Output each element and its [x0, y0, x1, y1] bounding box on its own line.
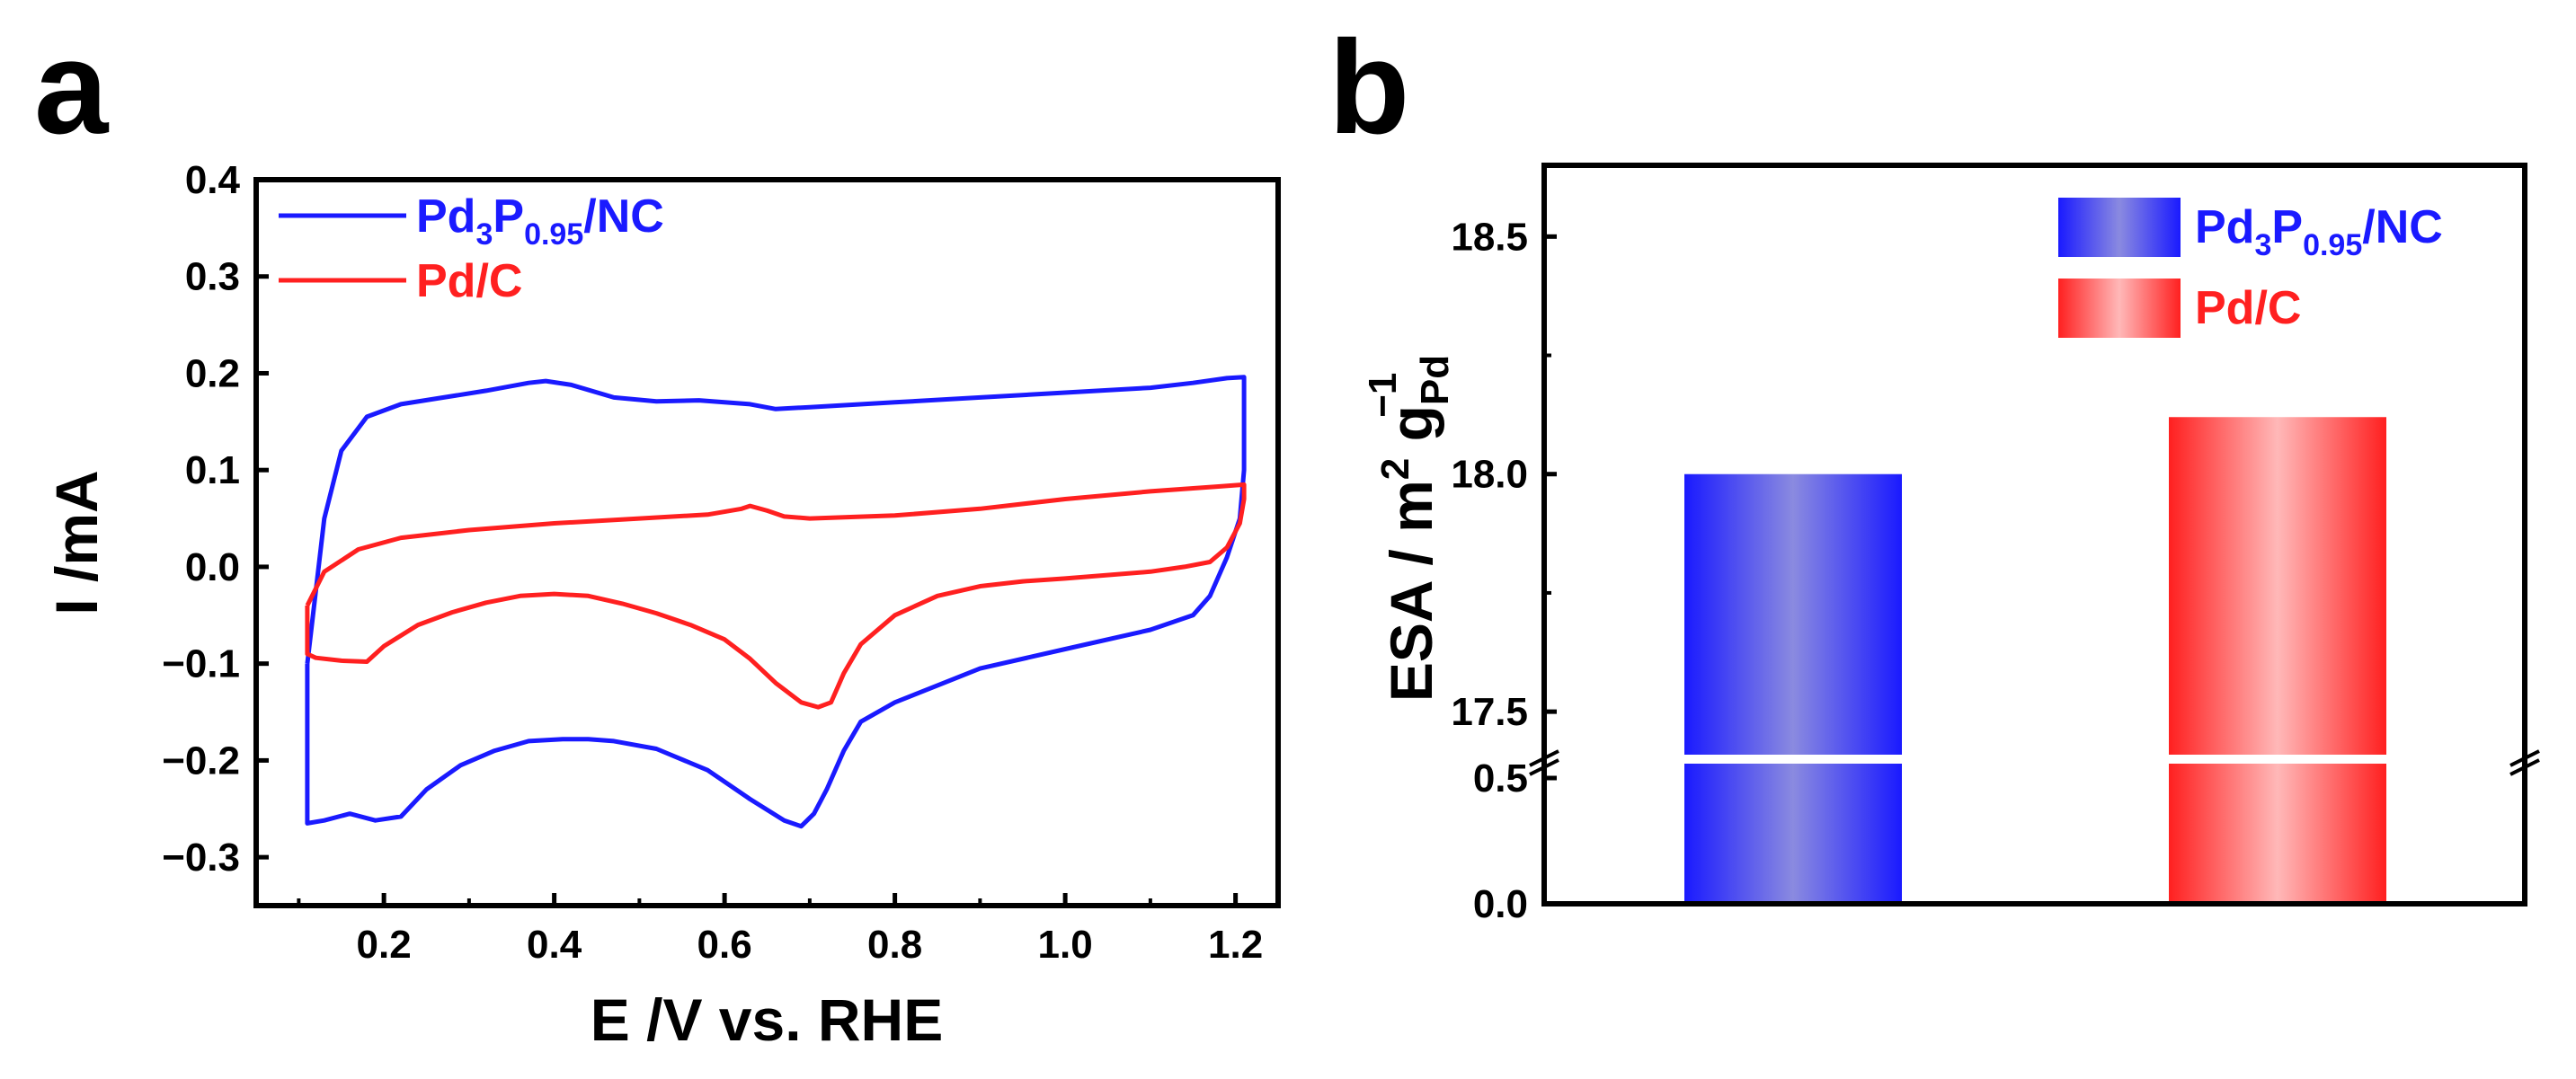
legend-p: P [2271, 201, 2303, 253]
esa-plot-frame [1541, 163, 2527, 907]
legend-sub-095: 0.95 [524, 217, 583, 252]
ylabel-g: g [1378, 405, 1444, 458]
ylabel-sub-pd: Pd [1413, 355, 1457, 405]
esa-bar-chart: 0.00.517.518.018.5 ESA / m2 gPd−1 Pd3P0.… [1361, 163, 2540, 926]
cv-legend: Pd3P0.95/NC Pd/C [279, 190, 664, 307]
legend-label-pd-c-b: Pd/C [2195, 282, 2301, 334]
legend-label-pd3p-nc: Pd3P0.95/NC [416, 190, 664, 252]
x-tick-label: 0.8 [867, 923, 922, 967]
x-tick-label: 0.6 [697, 923, 752, 967]
y-tick-label: 0.2 [185, 351, 240, 395]
y-tick-label: 0.3 [185, 255, 240, 299]
x-tick-label: 1.2 [1208, 923, 1263, 967]
esa-y-axis: 0.0 0.5 17.5 18.0 18.5 [1451, 215, 1557, 926]
legend-label-pd3p-nc-b: Pd3P0.95/NC [2195, 201, 2443, 262]
break-mark [2509, 749, 2540, 767]
legend-label-pd-c: Pd/C [416, 255, 522, 307]
y-tick-label: 0.5 [1473, 756, 1528, 800]
break-mark [1529, 758, 1559, 776]
cv-x-axis: 0.2 0.4 0.6 0.8 1.0 1.2 [297, 893, 1263, 967]
legend-pd: Pd [2195, 201, 2254, 253]
y-tick-label: 0.0 [185, 545, 240, 589]
y-tick-label: 0.0 [1473, 882, 1528, 926]
bar-break-gap [1683, 755, 1904, 764]
panel-label-a: a [34, 13, 110, 162]
break-mark [1529, 749, 1559, 767]
bar-break-gap [2167, 755, 2388, 764]
legend-nc: /NC [583, 190, 664, 243]
legend-sub-095: 0.95 [2303, 228, 2362, 262]
cv-chart: 0.4 0.3 0.2 0.1 0.0 −0.1 −0.2 −0.3 0.2 0.4 0.6 0.8… [43, 158, 1281, 1053]
bar-pd-c [2169, 417, 2386, 904]
cv-y-axis-title: I /mA [43, 470, 110, 615]
y-tick-label: 18.5 [1451, 215, 1528, 259]
y-tick-label: 17.5 [1451, 690, 1528, 734]
esa-bars-group [1683, 417, 2388, 904]
y-tick-label: −0.1 [162, 642, 240, 686]
legend-swatch-pd-c [2058, 279, 2181, 338]
cv-series-group [305, 375, 1247, 829]
panel-label-b: b [1328, 13, 1409, 162]
cv-x-axis-title: E /V vs. RHE [591, 986, 944, 1053]
legend-swatch-pd3p-nc [2058, 198, 2181, 257]
ylabel-sup-neg1: −1 [1361, 373, 1405, 418]
cv-plot-frame [253, 177, 1281, 908]
y-tick-label: 0.4 [185, 158, 241, 202]
esa-legend: Pd3P0.95/NC Pd/C [2058, 198, 2443, 338]
esa-y-axis-title: ESA / m2 gPd−1 [1361, 355, 1457, 702]
x-tick-label: 1.0 [1038, 923, 1093, 967]
y-tick-label: −0.2 [162, 738, 240, 783]
cv-y-axis: 0.4 0.3 0.2 0.1 0.0 −0.1 −0.2 −0.3 [162, 158, 269, 880]
legend-sub-3: 3 [2254, 228, 2271, 262]
bar-pd3p-nc [1684, 473, 1902, 904]
series-line-pd-c [305, 482, 1247, 710]
break-mark [2509, 758, 2540, 776]
axis-break-right [2509, 749, 2540, 776]
y-tick-label: −0.3 [162, 836, 240, 880]
ylabel-sup-2: 2 [1373, 458, 1417, 480]
axis-break-left [1529, 749, 1559, 776]
y-tick-label: 0.1 [185, 448, 240, 492]
y-tick-label: 18.0 [1451, 453, 1528, 497]
ylabel-main: ESA / m [1378, 480, 1444, 702]
series-line-pd3p-nc [305, 375, 1247, 829]
legend-nc: /NC [2362, 201, 2443, 253]
legend-sub-3: 3 [475, 217, 493, 252]
legend-p: P [493, 190, 524, 243]
legend-pd: Pd [416, 190, 475, 243]
x-tick-label: 0.2 [357, 923, 412, 967]
x-tick-label: 0.4 [527, 923, 582, 967]
